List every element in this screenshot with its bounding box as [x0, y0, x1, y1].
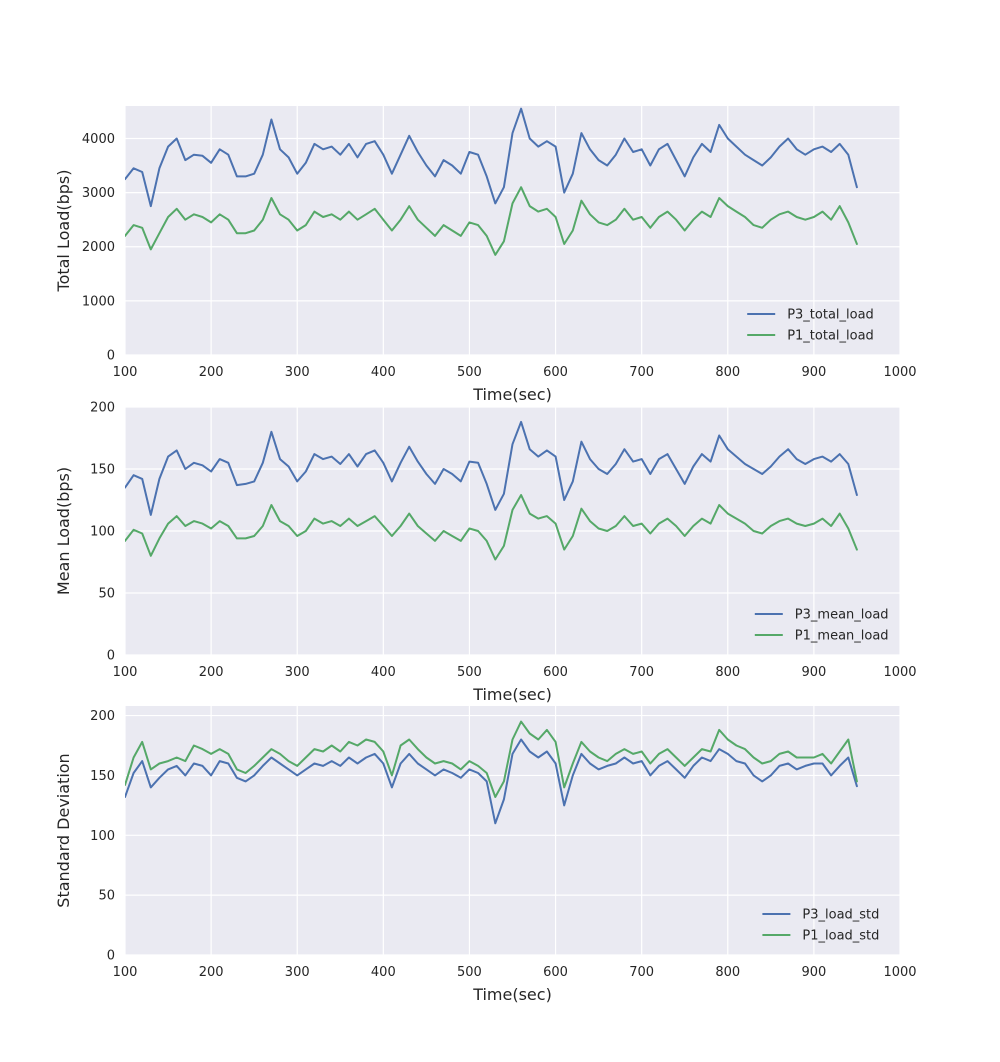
x-tick-label: 100 [113, 665, 138, 680]
x-tick-label: 300 [285, 365, 310, 380]
x-tick-label: 400 [371, 365, 396, 380]
chart-panel-1: 100 200 300 400 500 600 700 800 900 1000 0 1000 2000… [54, 106, 917, 404]
x-tick-label: 1000 [883, 665, 916, 680]
x-tick-label: 1000 [883, 965, 916, 980]
x-tick-label: 700 [629, 965, 654, 980]
legend-label: P1_mean_load [795, 629, 889, 644]
y-tick-label: 3000 [82, 186, 115, 201]
y-tick-label: 1000 [82, 294, 115, 309]
x-tick-label: 500 [457, 965, 482, 980]
y-tick-label: 0 [107, 949, 115, 964]
legend: P3_load_std P1_load_std [762, 908, 879, 944]
x-tick-label: 900 [801, 665, 826, 680]
y-tick-label: 100 [90, 525, 115, 540]
legend-label: P1_load_std [802, 929, 879, 944]
legend-label: P3_mean_load [795, 608, 889, 623]
y-tick-label: 150 [90, 769, 115, 784]
y-tick-label: 4000 [82, 132, 115, 147]
series-line-P1_mean_load [125, 494, 858, 561]
y-tick-label: 50 [98, 587, 115, 602]
y-axis-label: Total Load(bps) [54, 170, 73, 293]
legend-label: P3_load_std [802, 908, 879, 923]
series-line-P3_load_std [125, 738, 858, 825]
x-tick-label: 800 [715, 665, 740, 680]
y-tick-label: 50 [98, 889, 115, 904]
x-tick-label: 400 [371, 965, 396, 980]
legend: P3_mean_load P1_mean_load [754, 608, 889, 644]
legend-label: P1_total_load [787, 329, 874, 344]
series-line-P1_load_std [125, 720, 858, 798]
y-tick-label: 0 [107, 649, 115, 664]
x-tick-label: 300 [285, 665, 310, 680]
x-tick-label: 100 [113, 365, 138, 380]
x-tick-label: 900 [801, 965, 826, 980]
x-tick-label: 200 [199, 365, 224, 380]
series-line-P1_total_load [125, 186, 858, 256]
y-tick-label: 150 [90, 463, 115, 478]
legend: P3_total_load P1_total_load [747, 308, 874, 344]
legend-label: P3_total_load [787, 308, 874, 323]
y-tick-label: 200 [90, 401, 115, 416]
x-axis-label: Time(sec) [472, 685, 552, 704]
y-tick-label: 0 [107, 349, 115, 364]
x-tick-label: 600 [543, 965, 568, 980]
x-tick-label: 900 [801, 365, 826, 380]
x-tick-label: 800 [715, 965, 740, 980]
x-tick-label: 500 [457, 665, 482, 680]
x-tick-label: 200 [199, 965, 224, 980]
y-tick-label: 2000 [82, 240, 115, 255]
x-tick-label: 600 [543, 665, 568, 680]
x-tick-label: 400 [371, 665, 396, 680]
chart-panel-2: 100 200 300 400 500 600 700 800 900 1000 0 50 100 150… [54, 401, 917, 705]
x-axis-label: Time(sec) [472, 985, 552, 1004]
x-axis-label: Time(sec) [472, 385, 552, 404]
x-tick-label: 300 [285, 965, 310, 980]
y-tick-label: 200 [90, 709, 115, 724]
y-axis-label: Standard Deviation [54, 753, 73, 907]
x-tick-label: 1000 [883, 365, 916, 380]
series-line-P3_mean_load [125, 420, 858, 516]
x-tick-label: 600 [543, 365, 568, 380]
x-tick-label: 700 [629, 665, 654, 680]
y-axis-label: Mean Load(bps) [54, 467, 73, 595]
x-tick-label: 700 [629, 365, 654, 380]
x-tick-label: 200 [199, 665, 224, 680]
series-line-P3_total_load [125, 107, 858, 208]
x-tick-label: 800 [715, 365, 740, 380]
x-tick-label: 100 [113, 965, 138, 980]
x-tick-label: 500 [457, 365, 482, 380]
chart-panel-3: 100 200 300 400 500 600 700 800 900 1000 0 50 100 150… [54, 706, 917, 1004]
y-tick-label: 100 [90, 829, 115, 844]
